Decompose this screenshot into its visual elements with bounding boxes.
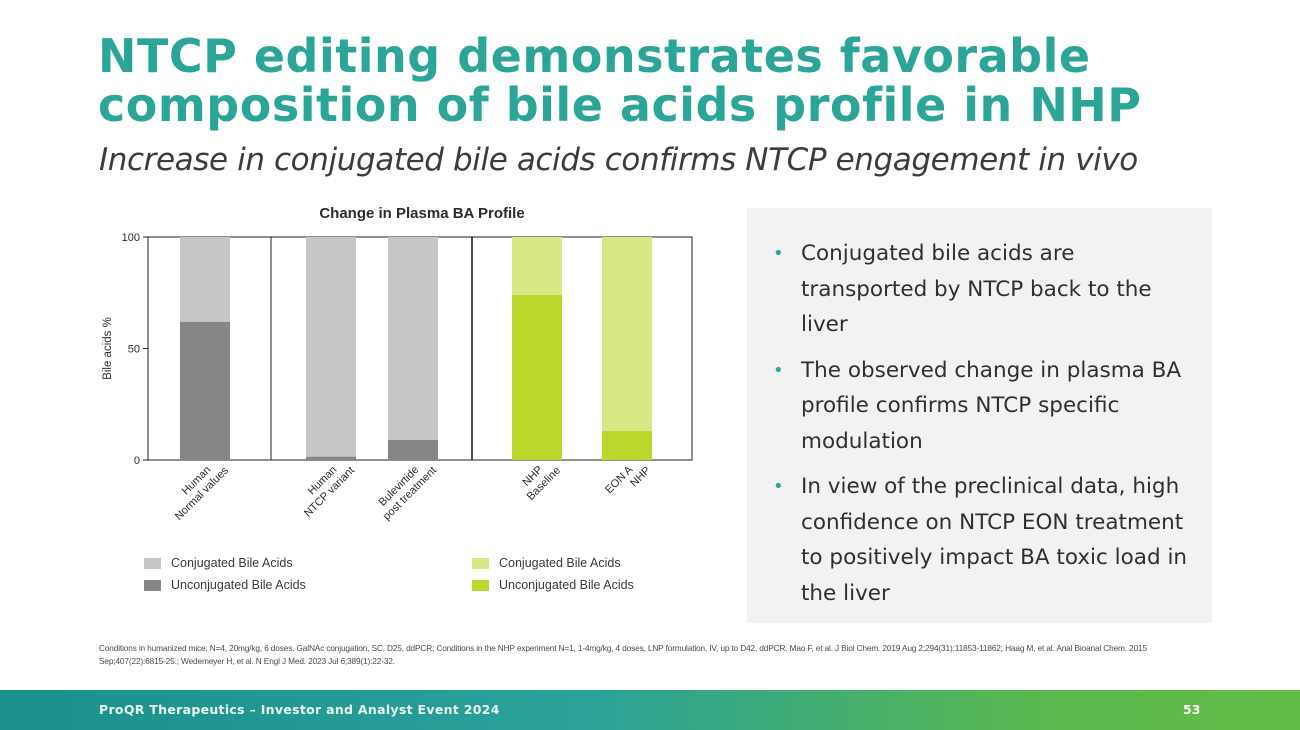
legend-swatch — [144, 557, 161, 569]
y-tick-label: 100 — [122, 232, 140, 244]
bar-unconjugated — [180, 321, 230, 460]
chart-title: Change in Plasma BA Profile — [319, 205, 525, 222]
bullet-text: Conjugated bile acids are transported by… — [801, 241, 1152, 337]
bar-unconjugated — [388, 439, 438, 460]
y-tick-label: 50 — [128, 344, 140, 356]
x-tick-label-line: NHP — [628, 465, 653, 490]
footer-bar: ProQR Therapeutics – Investor and Analys… — [0, 690, 1300, 730]
bar-unconjugated — [602, 431, 652, 460]
bullet-item: • The observed change in plasma BA profil… — [773, 353, 1192, 460]
bar-unconjugated — [512, 294, 562, 460]
key-points-panel: • Conjugated bile acids are transported b… — [747, 208, 1212, 623]
bar-conjugated — [512, 237, 562, 295]
legend-swatch — [144, 579, 161, 591]
bar-conjugated — [602, 237, 652, 432]
legend-nhp: Conjugated Bile Acids Unconjugated Bile … — [472, 552, 634, 596]
bar-unconjugated — [306, 456, 356, 460]
legend-item-nhp-unconjugated: Unconjugated Bile Acids — [472, 574, 634, 596]
slide-subtitle: Increase in conjugated bile acids confir… — [99, 142, 1138, 178]
bullet-text: In view of the preclinical data, high co… — [801, 474, 1188, 606]
bullet-item: • In view of the preclinical data, high c… — [773, 469, 1192, 611]
bullet-list: • Conjugated bile acids are transported b… — [747, 208, 1212, 611]
y-tick-label: 0 — [134, 455, 140, 467]
legend-item-human-conjugated: Conjugated Bile Acids — [144, 552, 306, 574]
bullet-dot-icon: • — [773, 359, 784, 381]
footnote: Conditions in humanized mice: N=4, 20mg/… — [99, 643, 1147, 666]
bar-conjugated — [388, 237, 438, 440]
page-number: 53 — [1183, 702, 1201, 717]
bullet-item: • Conjugated bile acids are transported b… — [773, 236, 1192, 343]
legend-human: Conjugated Bile Acids Unconjugated Bile … — [144, 552, 306, 596]
legend-label: Conjugated Bile Acids — [499, 556, 621, 570]
y-axis-label: Bile acids % — [102, 317, 114, 380]
footer-text: ProQR Therapeutics – Investor and Analys… — [99, 702, 500, 717]
bar-conjugated — [306, 237, 356, 457]
bullet-dot-icon: • — [773, 476, 784, 497]
legend-label: Unconjugated Bile Acids — [171, 578, 306, 592]
legend-label: Conjugated Bile Acids — [171, 556, 293, 570]
bullet-dot-icon: • — [773, 243, 784, 264]
legend-swatch — [472, 579, 489, 591]
legend-item-human-unconjugated: Unconjugated Bile Acids — [144, 574, 306, 596]
slide-title: NTCP editing demonstrates favorable comp… — [98, 29, 1142, 132]
bullet-text: The observed change in plasma BA profile… — [801, 357, 1182, 454]
legend-swatch — [472, 557, 489, 569]
legend-item-nhp-conjugated: Conjugated Bile Acids — [472, 552, 634, 574]
legend-label: Unconjugated Bile Acids — [499, 578, 634, 592]
bar-conjugated — [180, 237, 230, 322]
